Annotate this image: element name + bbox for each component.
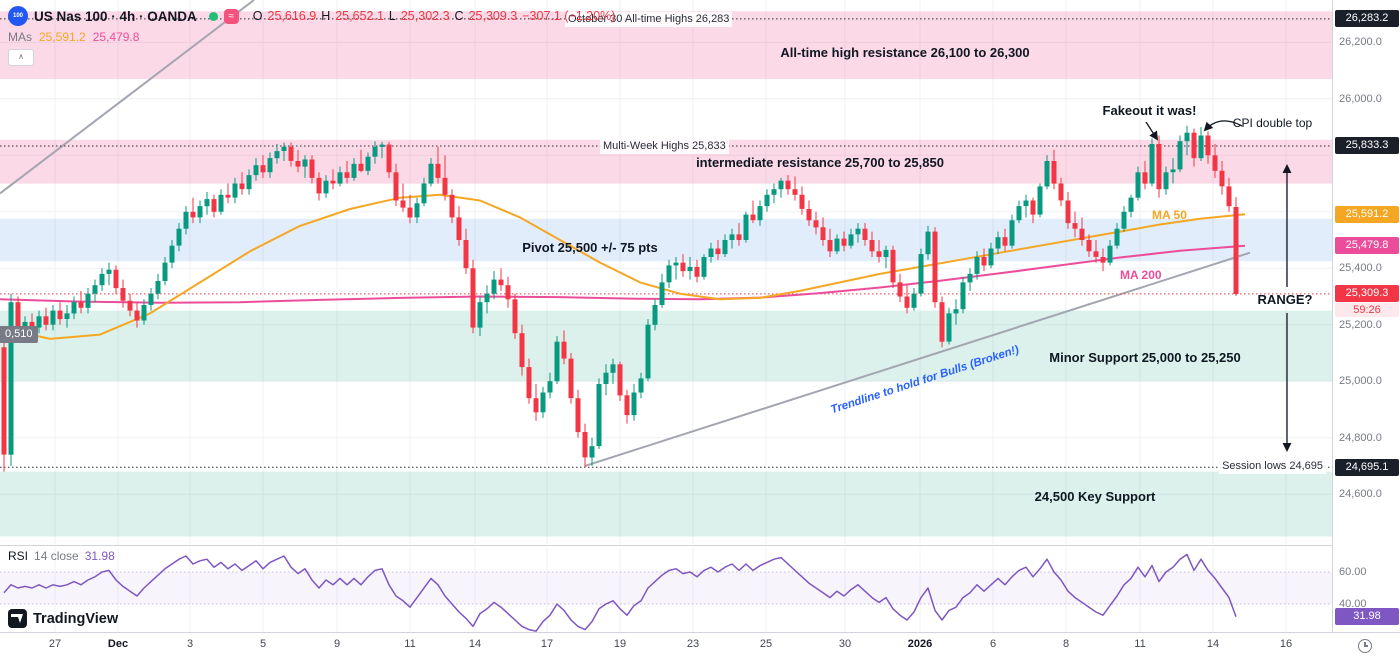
ma50-chart-label[interactable]: MA 50 xyxy=(1152,208,1187,222)
delayed-data-icon[interactable]: ≈ xyxy=(223,8,239,24)
price-axis-label: 26,200.0 xyxy=(1339,36,1382,49)
ma200-legend-value: 25,479.8 xyxy=(92,30,140,44)
cpi-double-top-annotation[interactable]: CPI double top xyxy=(1232,116,1313,130)
time-axis-label: 5 xyxy=(259,638,267,650)
cpi-arrow xyxy=(1203,120,1243,132)
price-axis-label: 60.00 xyxy=(1339,566,1367,578)
range-annotation[interactable]: RANGE? xyxy=(1257,292,1313,307)
close-value: 25,309.3 xyxy=(468,9,518,23)
rsi-params: 14 close xyxy=(34,549,79,563)
time-axis-label: 25 xyxy=(759,638,773,650)
collapse-legend-button[interactable]: ∧ xyxy=(8,49,34,66)
market-status-icon[interactable] xyxy=(208,11,218,21)
time-axis-label: 14 xyxy=(468,638,482,650)
tradingview-logo-icon xyxy=(8,609,27,628)
rsi-indicator-legend[interactable]: RSI 14 close 31.98 xyxy=(8,549,115,563)
tradingview-logo-text: TradingView xyxy=(33,610,119,627)
fakeout-arrow xyxy=(1145,121,1159,141)
time-axis-label: 23 xyxy=(686,638,700,650)
time-axis-label: 3 xyxy=(186,638,194,650)
left-axis-price-tag: 0,510 xyxy=(0,326,38,343)
symbol-logo-icon[interactable]: 100 xyxy=(8,6,28,26)
ath-level-label[interactable]: October 30 All-time Highs 26,283 xyxy=(565,12,733,27)
price-axis-label: 25,200.0 xyxy=(1339,318,1382,331)
mas-label: MAs xyxy=(8,30,32,44)
drawing-arrows[interactable] xyxy=(1145,120,1292,452)
time-axis-label: 27 xyxy=(48,638,62,650)
countdown-timer: 59:26 xyxy=(1335,303,1399,318)
symbol-title[interactable]: US Nas 100 · 4h · OANDA xyxy=(34,8,197,24)
ath-resistance-annotation[interactable]: All-time high resistance 26,100 to 26,30… xyxy=(780,45,1030,60)
last-price-badge: 25,309.3 xyxy=(1335,285,1399,303)
multiweek-level-label[interactable]: Multi-Week Highs 25,833 xyxy=(600,139,729,154)
time-axis-label: 30 xyxy=(838,638,852,650)
multiweek-high-badge: 25,833.3 xyxy=(1335,137,1399,155)
time-axis-label: 19 xyxy=(613,638,627,650)
price-axis-label: 25,400.0 xyxy=(1339,262,1382,275)
time-axis-label: 6 xyxy=(989,638,997,650)
ma50-legend-value: 25,591.2 xyxy=(39,30,86,44)
low-value: 25,302.3 xyxy=(400,9,450,23)
change-value: −307.1 (−1.20%) xyxy=(522,9,616,23)
time-axis-label: 16 xyxy=(1279,638,1293,650)
close-label: C xyxy=(454,9,464,23)
open-label: O xyxy=(252,9,263,23)
symbol-legend: 100 US Nas 100 · 4h · OANDA ≈ O 25,616.9 … xyxy=(8,6,615,66)
rsi-value: 31.98 xyxy=(84,549,115,563)
pane-separator[interactable] xyxy=(0,545,1400,546)
ma200-chart-label[interactable]: MA 200 xyxy=(1120,268,1162,282)
high-label: H xyxy=(321,9,331,23)
time-axis[interactable]: 27 Dec 3 5 9 11 14 17 19 23 25 30 2026 6 8 11 14 16 xyxy=(0,632,1400,656)
high-value: 25,652.1 xyxy=(335,9,384,23)
price-axis[interactable]: 26,200.0 26,000.0 25,400.0 25,200.0 25,000.0… xyxy=(1332,0,1400,632)
session-low-badge: 24,695.1 xyxy=(1335,458,1399,476)
pivot-annotation[interactable]: Pivot 25,500 +/- 75 pts xyxy=(522,240,658,255)
open-value: 25,616.9 xyxy=(267,9,317,23)
price-axis-label: 40.00 xyxy=(1339,598,1367,610)
ohlc-values: O 25,616.9 H 25,652.1 L 25,302.3 C 25,309.3 … xyxy=(253,9,616,23)
rsi-title: RSI xyxy=(8,549,29,563)
minor-support-annotation[interactable]: Minor Support 25,000 to 25,250 xyxy=(1049,350,1241,365)
time-axis-label: 8 xyxy=(1062,638,1070,650)
ma-indicator-legend[interactable]: MAs 25,591.2 25,479.8 xyxy=(8,30,615,44)
price-axis-label: 25,000.0 xyxy=(1339,375,1382,388)
ma50-price-badge: 25,591.2 xyxy=(1335,205,1399,223)
ma200-price-badge: 25,479.8 xyxy=(1335,237,1399,255)
time-axis-label: 14 xyxy=(1206,638,1220,650)
fakeout-annotation[interactable]: Fakeout it was! xyxy=(1102,103,1197,118)
price-axis-label: 26,000.0 xyxy=(1339,92,1382,105)
time-axis-label: 17 xyxy=(540,638,554,650)
price-axis-label: 24,800.0 xyxy=(1339,431,1382,444)
time-axis-label: Dec xyxy=(107,638,129,650)
time-axis-label: 11 xyxy=(404,638,416,650)
price-axis-label: 24,600.0 xyxy=(1339,488,1382,501)
rsi-value-badge: 31.98 xyxy=(1335,608,1399,626)
tradingview-logo[interactable]: TradingView xyxy=(8,609,118,628)
key-support-annotation[interactable]: 24,500 Key Support xyxy=(1034,489,1156,504)
intermediate-resistance-annotation[interactable]: intermediate resistance 25,700 to 25,850 xyxy=(696,155,944,170)
timezone-clock-icon[interactable] xyxy=(1358,639,1372,653)
time-axis-label: 11 xyxy=(1134,638,1146,650)
low-label: L xyxy=(388,9,396,23)
session-lows-label[interactable]: Session lows 24,695 xyxy=(1219,459,1326,474)
time-axis-label: 2026 xyxy=(907,638,933,650)
ath-price-badge: 26,283.2 xyxy=(1335,10,1399,28)
time-axis-label: 9 xyxy=(333,638,341,650)
